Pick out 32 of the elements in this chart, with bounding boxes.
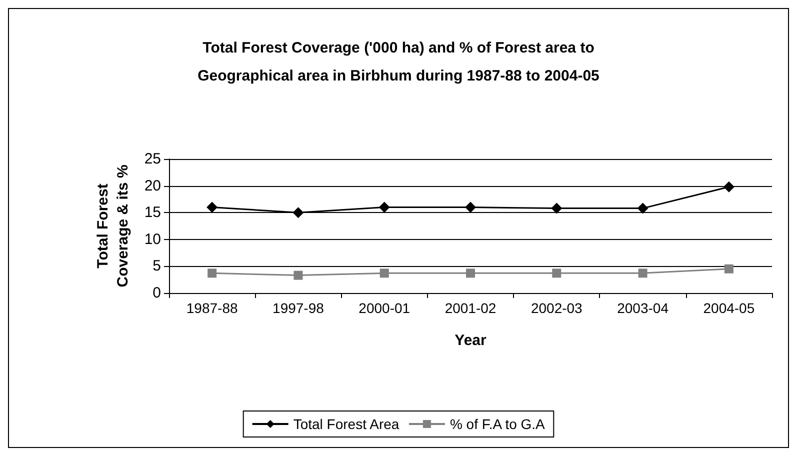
- y-tick-label: 0: [152, 284, 161, 302]
- point: [724, 264, 734, 274]
- point: [637, 202, 648, 214]
- legend-label: Total Forest Area: [293, 416, 400, 432]
- x-tick-label: 2003-04: [617, 300, 669, 316]
- point: [466, 268, 475, 278]
- point: [551, 202, 562, 214]
- legend-label: % of F.A to G.A: [450, 416, 546, 432]
- x-tick-label: 2001-02: [444, 300, 496, 316]
- chart-title: Total Forest Coverage ('000 ha) and % of Forest area to Geographical area in Birbhum during 1987-88 to 2004-05: [198, 40, 600, 84]
- point: [638, 268, 648, 278]
- y-axis-title: Total Forest Coverage & its %: [94, 164, 132, 288]
- y-tick-label: 10: [144, 230, 161, 248]
- y-tick-label: 15: [144, 204, 161, 222]
- x-tick-label: 2002-03: [530, 300, 583, 316]
- point: [380, 268, 389, 278]
- point: [723, 181, 734, 192]
- x-tick-label: 1987-88: [186, 300, 238, 316]
- point: [378, 202, 390, 213]
- y-tick-label: 25: [144, 150, 161, 168]
- point: [294, 270, 303, 280]
- x-tick-label: 2004-05: [703, 300, 755, 316]
- x-axis-title: Year: [454, 332, 487, 349]
- point: [206, 202, 218, 213]
- point: [208, 268, 217, 278]
- x-tick-label: 1997-98: [272, 300, 324, 316]
- y-tick-label: 20: [144, 177, 161, 194]
- point: [465, 202, 476, 213]
- point: [292, 207, 304, 218]
- point: [552, 268, 562, 278]
- x-tick-label: 2000-01: [358, 300, 410, 316]
- y-tick-label: 5: [152, 258, 161, 275]
